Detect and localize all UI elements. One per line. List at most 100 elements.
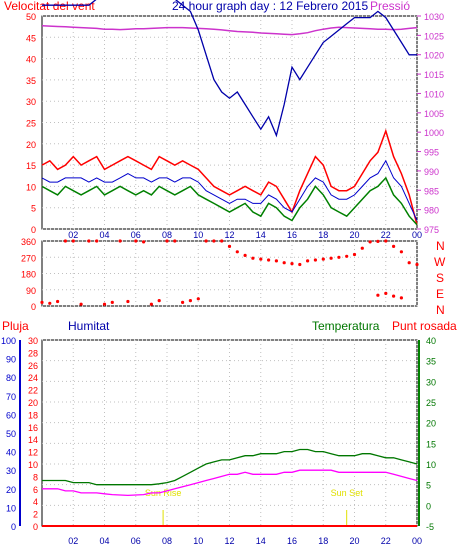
temperature-title: Temperatura [312,319,380,333]
x-tick-label: 00 [412,230,422,240]
wind-y-tick: 50 [26,12,36,22]
direction-y-tick: 360 [21,237,36,247]
temp-y-tick: 5 [426,481,431,491]
direction-point [64,239,67,242]
compass-n-top: N [436,239,445,253]
rain-y-tick: 50 [6,429,16,439]
direction-point [376,294,379,297]
pressure-y-tick: 1000 [424,128,444,138]
sunset-label: Sun Set [331,488,364,498]
rain-y-tick: 70 [6,392,16,402]
direction-point [298,263,301,266]
humidity-y-tick: 20 [28,398,38,408]
x-tick-label: 08 [162,536,172,546]
wind-y-tick: 35 [26,76,36,86]
direction-point [376,240,379,243]
pressure-y-tick: 1010 [424,89,444,99]
direction-y-tick: 180 [21,270,36,280]
humidity-y-tick: 28 [28,348,38,358]
direction-point [322,258,325,261]
direction-point [408,261,411,264]
humidity-y-tick: 22 [28,386,38,396]
direction-point [212,239,215,242]
direction-point [56,300,59,303]
temp-y-tick: 35 [426,357,436,367]
temp-y-tick: 10 [426,460,436,470]
direction-point [189,299,192,302]
direction-point [400,250,403,253]
direction-point [236,250,239,253]
temp-y-tick: 25 [426,398,436,408]
compass-e: E [436,287,444,301]
x-tick-label: 16 [287,230,297,240]
direction-point [361,247,364,250]
direction-point [205,239,208,242]
direction-point [111,301,114,304]
direction-point [392,295,395,298]
pressure-y-tick: 1005 [424,109,444,119]
compass-n-bottom: N [436,303,445,317]
pressure-y-tick: 995 [424,148,439,158]
x-tick-label: 06 [131,230,141,240]
temp-y-tick: 0 [426,501,431,511]
direction-point [251,257,254,260]
direction-point [142,240,145,243]
pressure-y-tick: 990 [424,167,439,177]
rain-y-tick: 100 [1,336,16,346]
direction-point [228,245,231,248]
pressure-y-tick: 1025 [424,31,444,41]
rain-y-tick: 80 [6,373,16,383]
direction-point [119,239,122,242]
direction-point [283,261,286,264]
wind-y-tick: 20 [26,140,36,150]
x-tick-label: 18 [318,230,328,240]
x-tick-label: 04 [99,536,109,546]
direction-point [244,254,247,257]
x-tick-label: 12 [224,230,234,240]
direction-point [275,259,278,262]
rain-y-tick: 30 [6,466,16,476]
compass-w: W [434,255,446,269]
wind-y-tick: 5 [31,204,36,214]
x-tick-label: 12 [224,536,234,546]
humidity-y-tick: 16 [28,423,38,433]
direction-y-tick: 0 [31,302,36,312]
temp-y-tick: 30 [426,377,436,387]
humidity-y-tick: 30 [28,336,38,346]
direction-point [384,292,387,295]
temp-y-tick: 15 [426,439,436,449]
x-tick-label: 14 [256,230,266,240]
direction-point [353,253,356,256]
x-tick-label: 22 [381,230,391,240]
x-tick-label: 20 [349,536,359,546]
direction-point [259,258,262,261]
pressure-title: Pressió [370,0,410,13]
x-tick-label: 10 [193,230,203,240]
direction-point [72,239,75,242]
direction-point [103,303,106,306]
x-tick-label: 22 [381,536,391,546]
pressure-y-tick: 985 [424,186,439,196]
direction-point [126,300,129,303]
direction-point [290,262,293,265]
direction-point [220,239,223,242]
wind-y-tick: 45 [26,33,36,43]
humidity-y-tick: 26 [28,361,38,371]
temp-y-tick: 20 [426,419,436,429]
direction-point [158,299,161,302]
direction-y-tick: 270 [21,253,36,263]
humidity-y-tick: 12 [28,448,38,458]
compass-s: S [436,271,444,285]
humidity-y-tick: 2 [33,510,38,520]
rain-y-tick: 40 [6,448,16,458]
direction-point [306,259,309,262]
rain-y-tick: 0 [11,522,16,532]
humidity-y-tick: 24 [28,373,38,383]
direction-point [337,256,340,259]
pressure-y-tick: 975 [424,225,439,235]
wind-y-tick: 10 [26,182,36,192]
humidity-y-tick: 10 [28,460,38,470]
direction-point [40,301,43,304]
direction-point [181,301,184,304]
